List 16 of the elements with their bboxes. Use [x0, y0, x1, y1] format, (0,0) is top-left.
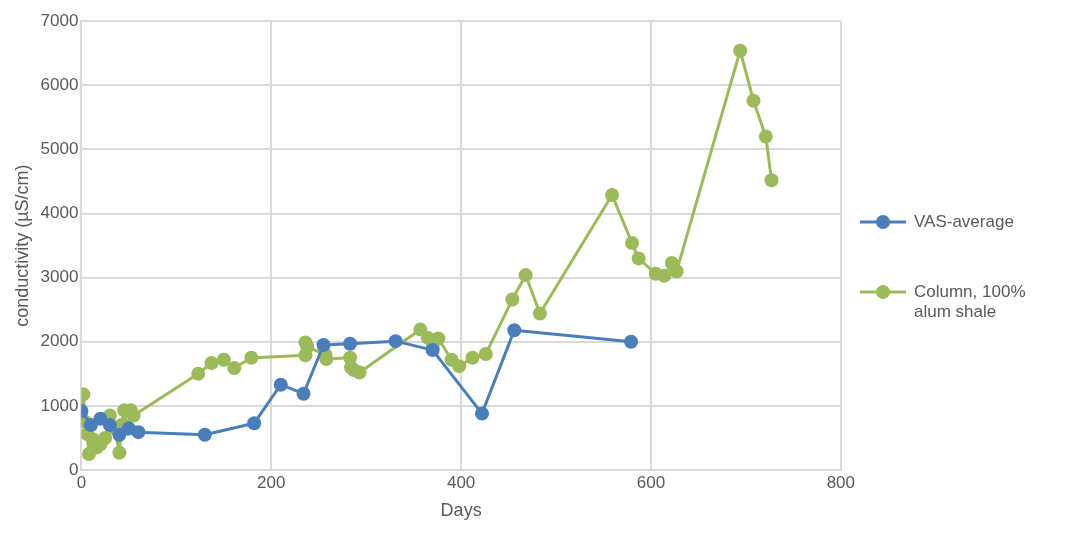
y-tick-label: 2000 [40, 331, 79, 351]
y-tick-label: 7000 [40, 10, 79, 30]
x-axis-title: Days [440, 500, 482, 521]
y-axis-title: conductivity (µS/cm) [11, 164, 32, 327]
y-tick-label: 4000 [40, 203, 79, 223]
y-tick-label: 0 [68, 459, 79, 479]
y-tick-label: 1000 [40, 395, 79, 415]
y-tick-label: 6000 [40, 75, 79, 94]
x-tick-label: 800 [826, 472, 856, 492]
y-tick-label: 3000 [40, 267, 79, 287]
legend-label: VAS-average [914, 212, 1014, 232]
x-tick-label: 200 [257, 472, 286, 492]
legend-label: Column, 100% alum shale [914, 282, 1027, 322]
y-tick-label: 5000 [40, 139, 79, 159]
x-tick-label: 600 [636, 472, 666, 492]
x-tick-label: 400 [446, 472, 476, 492]
